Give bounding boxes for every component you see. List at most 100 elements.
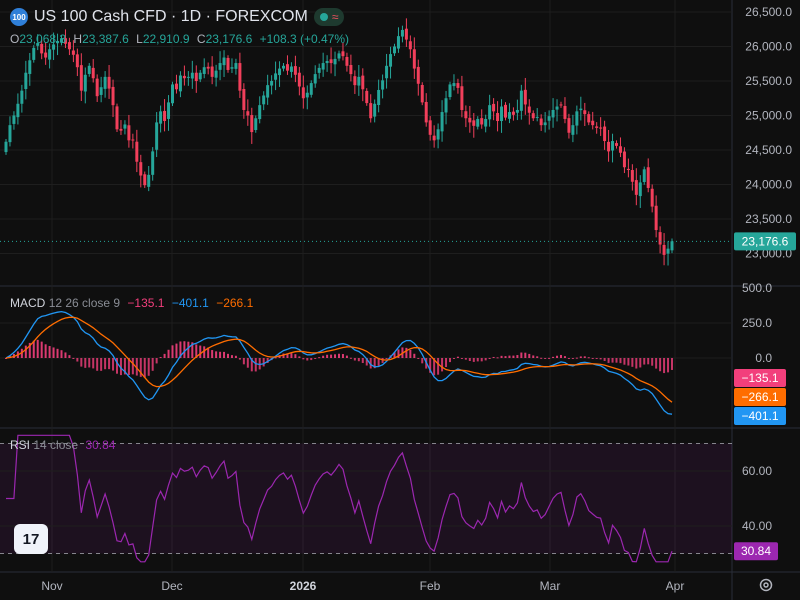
macd-histogram-bar [171,345,174,358]
symbol-logo-icon[interactable]: 100 [10,8,28,26]
macd-histogram-bar [112,358,115,371]
symbol-title[interactable]: US 100 Cash CFD · 1D · FOREXCOM [34,8,308,25]
gear-icon[interactable] [758,577,774,593]
candle-body [155,122,159,150]
candle [67,37,71,56]
macd-legend[interactable]: MACD 12 26 close 9 −135.1 −401.1 −266.1 [10,296,253,310]
candle [234,58,238,75]
macd-tick-label: 500.0 [742,281,772,295]
open-label: O [10,32,20,46]
rsi-legend[interactable]: RSI 14 close 30.84 [10,438,115,452]
candle-body [36,43,40,46]
candle-body [658,232,662,245]
macd-histogram-bar [84,358,87,368]
candle-body [198,72,202,80]
candle-body [107,76,111,89]
macd-histogram-bar [567,358,570,359]
candle [452,74,456,91]
candle [40,39,44,60]
candle [591,111,595,130]
tradingview-logo-icon[interactable]: 17 [14,524,48,554]
candle [71,40,75,63]
last-price-label: 23,176.6 [742,234,789,248]
macd-histogram-bar [377,358,380,366]
candle [523,77,527,115]
candle [400,25,404,43]
candle-body [369,103,373,119]
candle [468,105,472,133]
macd-hist-value: −135.1 [127,296,165,310]
price-tick-label: 25,000.0 [745,109,792,123]
candle-body [420,85,424,103]
candle-body [480,118,484,125]
candle [103,71,107,98]
candle [321,52,325,77]
candle [464,105,468,128]
candle-body [539,118,543,126]
candle-body [476,118,480,127]
candle-body [484,118,488,127]
macd-histogram-bar [480,358,483,362]
macd-histogram-bar [341,354,344,358]
candle-body [210,66,214,77]
macd-histogram-bar [100,358,103,371]
macd-histogram-bar [464,358,467,360]
macd-histogram-bar [512,355,515,358]
macd-histogram-bar [556,355,559,358]
price-tick-label: 24,500.0 [745,143,792,157]
candle [535,108,539,122]
macd-histogram-bar [659,358,662,372]
macd-value-badge [734,369,786,387]
macd-histogram-bar [318,357,321,359]
chart-header: 100 US 100 Cash CFD · 1D · FOREXCOM ≈ [10,8,345,26]
macd-histogram-bar [456,356,459,358]
macd-histogram-bar [274,357,277,359]
candle-body [274,73,278,80]
market-status-badge[interactable]: ≈ [313,8,345,26]
macd-histogram-bar [223,351,226,358]
candle-body [626,168,630,171]
macd-histogram-bar [20,348,23,358]
candle-body [305,92,309,98]
candle [622,147,626,174]
candle-body [385,65,389,79]
candle-body [301,87,305,99]
change-value: +108.3 (+0.47%) [259,32,350,46]
candle [563,97,567,124]
candle-body [222,57,226,66]
macd-histogram-bar [44,344,47,358]
candle [531,110,535,122]
macd-histogram-bar [460,358,463,359]
candle-body [174,83,178,90]
candle-body [460,86,464,110]
macd-histogram-bar [52,347,55,358]
candle [488,94,492,127]
rsi-line [6,434,673,563]
candle-body [103,76,107,89]
macd-histogram-bar [80,358,83,367]
candle [115,103,119,133]
macd-value-badge-label: −401.1 [741,409,778,423]
rsi-tick-label: 40.00 [742,519,772,533]
candle [309,80,313,98]
candle-body [456,83,460,88]
candle-body [293,66,297,75]
candle [60,35,63,46]
candle [305,85,309,110]
candle [167,95,171,131]
low-value: 22,910.9 [142,32,190,46]
candle-body [400,29,404,37]
candle [456,78,460,94]
candle-body [595,126,599,128]
macd-histogram-bar [246,358,249,368]
candle [527,99,531,125]
macd-histogram-bar [631,358,634,367]
macd-histogram-bar [88,358,91,368]
macd-histogram-bar [540,357,543,359]
candle [583,102,587,126]
candle-body [12,115,16,124]
macd-histogram-bar [349,357,352,359]
candle [36,34,40,51]
macd-histogram-bar [230,355,233,358]
